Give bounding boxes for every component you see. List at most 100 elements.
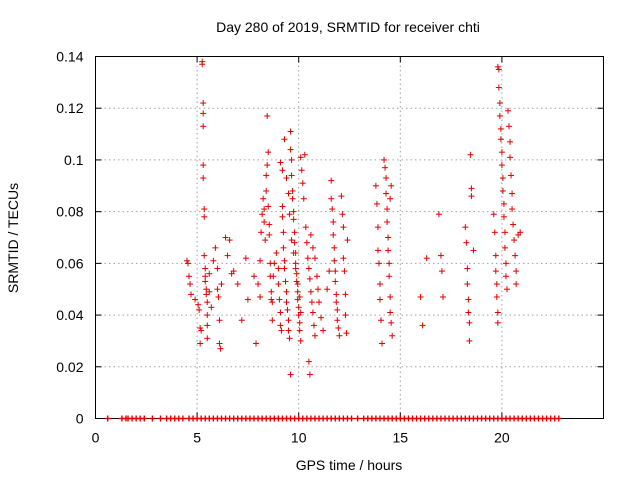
data-point — [263, 172, 270, 179]
data-point — [291, 229, 298, 236]
data-point — [270, 273, 277, 280]
data-point — [200, 100, 207, 107]
data-point — [198, 327, 205, 334]
data-point — [336, 332, 343, 339]
data-point — [508, 172, 515, 179]
data-point — [280, 244, 287, 251]
data-point — [290, 208, 297, 215]
data-point — [297, 337, 304, 344]
data-point — [268, 288, 275, 295]
data-point — [464, 265, 471, 272]
data-point — [203, 286, 210, 293]
data-point — [183, 257, 190, 264]
data-point — [291, 239, 298, 246]
data-point — [495, 84, 502, 91]
data-point — [204, 312, 211, 319]
data-point — [463, 239, 470, 246]
data-point — [281, 136, 288, 143]
data-point — [301, 151, 308, 158]
data-point — [470, 247, 477, 254]
data-point — [296, 327, 303, 334]
data-point — [277, 322, 284, 329]
data-point — [260, 195, 267, 202]
data-point — [309, 309, 316, 316]
x-tick-label: 20 — [494, 430, 510, 446]
data-point — [311, 255, 318, 262]
data-point — [309, 244, 316, 251]
data-point — [497, 136, 504, 143]
data-point — [339, 211, 346, 218]
data-point — [277, 159, 284, 166]
data-point — [510, 221, 517, 228]
data-point — [439, 293, 446, 300]
data-point — [197, 340, 204, 347]
data-point — [288, 237, 295, 244]
data-point — [255, 281, 262, 288]
data-point — [375, 260, 382, 267]
data-point — [185, 273, 192, 280]
data-point — [215, 293, 222, 300]
data-markers — [104, 58, 562, 422]
data-point — [504, 107, 511, 114]
data-point — [512, 252, 519, 259]
data-point — [383, 175, 390, 182]
data-point — [261, 206, 268, 213]
data-point — [304, 255, 311, 262]
data-point — [287, 146, 294, 153]
data-point — [330, 218, 337, 225]
data-point — [438, 268, 445, 275]
data-point — [507, 154, 514, 161]
data-point — [509, 206, 516, 213]
data-point — [275, 265, 282, 272]
data-point — [294, 288, 301, 295]
data-point — [316, 299, 323, 306]
data-point — [468, 193, 475, 200]
data-point — [262, 237, 269, 244]
srmtid-series — [183, 58, 524, 378]
data-point — [466, 337, 473, 344]
data-point — [302, 224, 309, 231]
data-point — [503, 286, 510, 293]
data-point — [331, 257, 338, 264]
data-point — [419, 322, 426, 329]
data-point — [467, 151, 474, 158]
data-point — [509, 190, 516, 197]
data-point — [342, 291, 349, 298]
data-point — [263, 187, 270, 194]
data-point — [141, 415, 148, 422]
data-point — [417, 293, 424, 300]
data-point — [517, 229, 524, 236]
data-point — [199, 58, 206, 65]
data-point — [202, 278, 209, 285]
data-point — [200, 110, 207, 117]
data-point — [266, 221, 273, 228]
y-tick-label: 0.08 — [56, 204, 83, 220]
data-point — [226, 237, 233, 244]
x-tick-label: 0 — [92, 430, 100, 446]
x-tick-label: 15 — [393, 430, 409, 446]
data-point — [201, 213, 208, 220]
data-point — [310, 322, 317, 329]
data-point — [280, 229, 287, 236]
data-point — [184, 260, 191, 267]
data-point — [464, 281, 471, 288]
data-point — [216, 317, 223, 324]
data-point — [206, 270, 213, 277]
y-tick-label: 0.12 — [56, 100, 83, 116]
data-point — [277, 309, 284, 316]
data-point — [244, 296, 251, 303]
data-point — [179, 415, 186, 422]
data-point — [217, 345, 224, 352]
data-point — [499, 187, 506, 194]
data-point — [326, 268, 333, 275]
data-point — [513, 268, 520, 275]
data-point — [104, 415, 111, 422]
data-point — [204, 322, 211, 329]
data-point — [492, 268, 499, 275]
data-point — [496, 100, 503, 107]
data-point — [266, 231, 273, 238]
data-point — [268, 296, 275, 303]
data-point — [555, 415, 562, 422]
data-point — [292, 265, 299, 272]
